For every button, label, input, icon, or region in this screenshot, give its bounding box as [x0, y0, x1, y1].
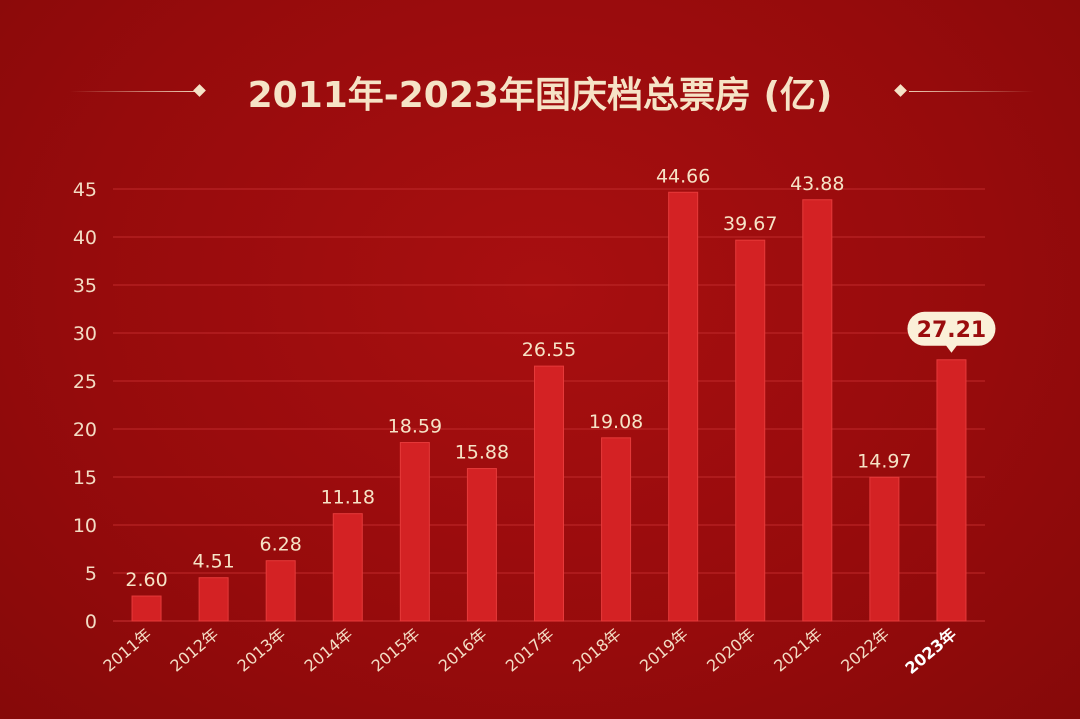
- value-label: 27.21: [917, 318, 987, 343]
- x-tick-label: 2013年: [234, 625, 290, 676]
- value-label: 18.59: [388, 416, 442, 438]
- title-right-line: [909, 91, 1034, 92]
- bar: [332, 513, 363, 622]
- x-tick-label: 2021年: [770, 625, 826, 676]
- x-axis-ticks: 2011年 2012年 2013年 2014年 2015年 2016年 2017年 2018年…: [99, 625, 960, 678]
- x-tick-label: 2014年: [301, 625, 357, 676]
- x-tick-label: 2017年: [502, 625, 558, 676]
- bar: [131, 595, 162, 622]
- x-tick-label: 2022年: [837, 625, 893, 676]
- y-tick-label: 30: [73, 323, 97, 345]
- y-tick-label: 10: [73, 515, 97, 537]
- value-label: 26.55: [522, 339, 576, 361]
- y-tick-label: 35: [73, 275, 97, 297]
- x-tick-label: 2015年: [368, 625, 424, 676]
- value-label: 44.66: [656, 165, 710, 187]
- y-tick-label: 0: [85, 611, 97, 633]
- bar: [534, 365, 564, 622]
- value-label: 19.08: [589, 411, 643, 433]
- value-label: 4.51: [192, 551, 234, 573]
- x-tick-label: 2019年: [636, 625, 692, 676]
- x-tick-label: 2023年: [901, 625, 960, 678]
- highlight-callout: 27.21: [907, 311, 996, 353]
- value-labels: 2.60 4.51 6.28 11.18 18.59 15.88 26.55 19.08 44.…: [125, 165, 996, 591]
- x-tick-label: 2011年: [99, 625, 155, 676]
- bar: [265, 560, 296, 622]
- value-label: 14.97: [857, 450, 911, 472]
- x-tick-label: 2018年: [569, 625, 625, 676]
- value-label: 39.67: [723, 213, 777, 235]
- bar: [869, 476, 900, 622]
- bar: [668, 191, 699, 622]
- title-area: 2011年-2023年国庆档总票房 (亿): [0, 62, 1080, 122]
- y-tick-label: 45: [73, 179, 97, 201]
- title-left-line: [70, 91, 195, 92]
- bar: [802, 199, 833, 622]
- value-label: 2.60: [125, 569, 167, 591]
- bar: [399, 442, 430, 622]
- value-label: 15.88: [455, 442, 509, 464]
- value-label: 43.88: [790, 173, 844, 195]
- bar: [198, 577, 229, 622]
- callout-pointer: [945, 344, 958, 353]
- bar: [601, 437, 632, 622]
- x-tick-label: 2020年: [703, 625, 759, 676]
- bars: [131, 191, 967, 622]
- y-tick-label: 20: [73, 419, 97, 441]
- y-tick-label: 15: [73, 467, 97, 489]
- y-axis-ticks: 0 5 10 15 20 25 30 35 40 45: [73, 179, 97, 633]
- bar: [735, 239, 766, 622]
- bar: [466, 468, 497, 622]
- bar: [936, 359, 967, 622]
- x-tick-label: 2016年: [435, 625, 491, 676]
- y-tick-label: 25: [73, 371, 97, 393]
- y-tick-label: 40: [73, 227, 97, 249]
- chart-title: 2011年-2023年国庆档总票房 (亿): [247, 75, 833, 116]
- value-label: 11.18: [321, 487, 375, 509]
- callout-bubble: [907, 311, 996, 346]
- y-tick-label: 5: [85, 563, 97, 585]
- x-tick-label: 2012年: [167, 625, 223, 676]
- value-label: 6.28: [260, 534, 302, 556]
